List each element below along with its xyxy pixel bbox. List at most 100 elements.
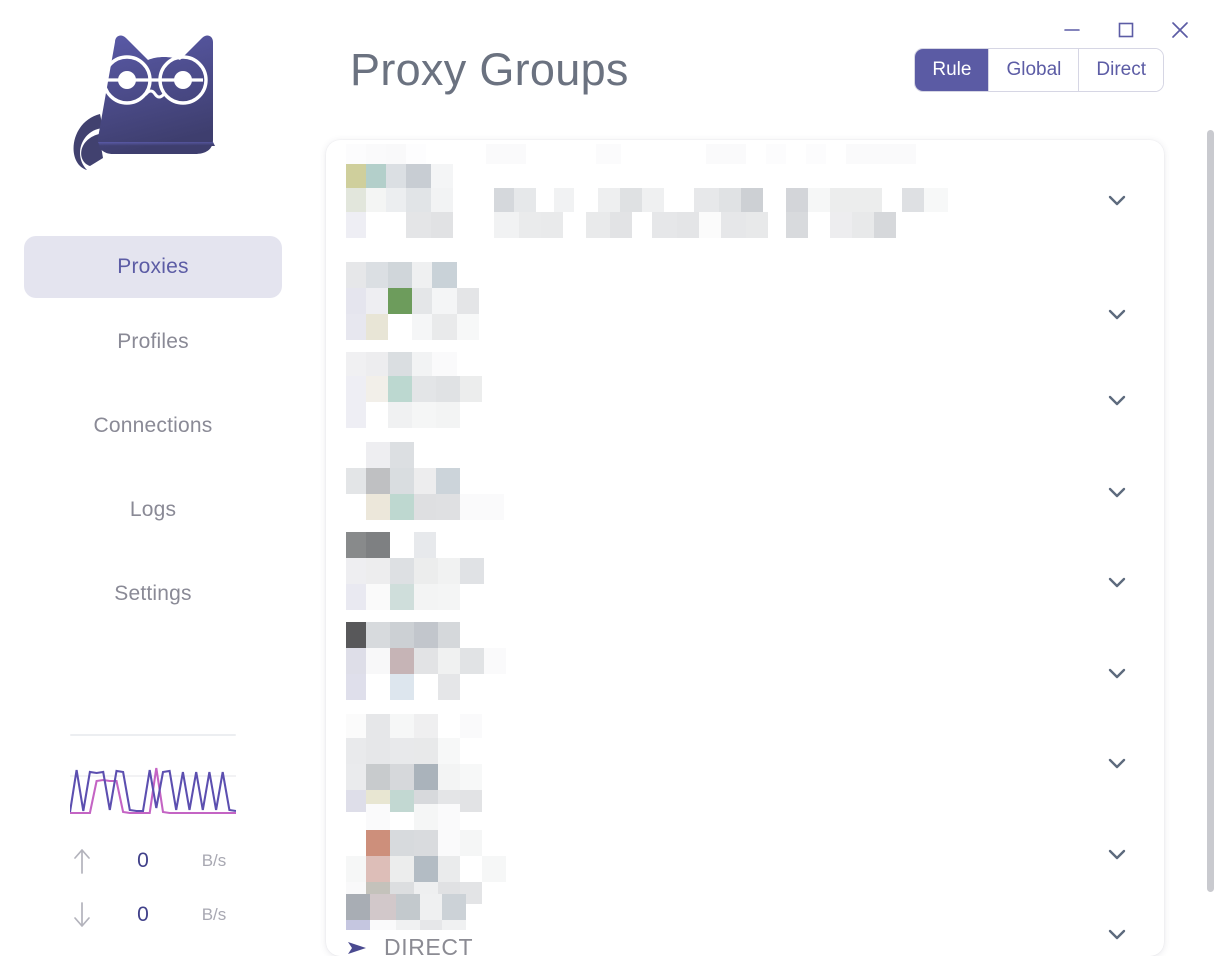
minimize-icon[interactable] [1052,10,1092,50]
redaction-block [390,738,414,764]
chevron-down-icon[interactable] [1092,894,1142,956]
redaction-block [436,402,460,428]
group-content [346,804,1084,904]
proxy-group-row-4[interactable] [326,442,1164,542]
redaction-block [414,714,438,738]
redaction-block [412,314,432,340]
redaction-block [694,188,719,212]
redaction-block [388,262,412,288]
redaction-block [438,558,460,584]
proxy-group-row-6[interactable] [326,622,1164,724]
redaction-block [460,790,482,812]
redaction-block [390,494,414,520]
redaction-block [457,314,479,340]
redaction-block [460,764,482,790]
redaction-block [414,804,438,830]
redaction-block [366,856,390,882]
redaction-block [414,584,438,610]
close-icon[interactable] [1160,10,1200,50]
redaction-block [390,442,414,468]
proxy-group-name-redacted [346,622,1084,724]
redaction-block [432,262,457,288]
maximize-icon[interactable] [1106,10,1146,50]
proxy-group-row-9[interactable]: DIRECT [326,894,1164,956]
redaction-block [846,144,916,164]
redaction-block [830,212,852,238]
proxy-group-row-1[interactable] [326,144,1164,256]
proxy-group-row-2[interactable] [326,262,1164,366]
redaction-block [460,376,482,402]
proxy-group-row-7[interactable] [326,714,1164,812]
sidebar-item-proxies[interactable]: Proxies [24,236,282,298]
redaction-block [414,764,438,790]
redaction-block [370,920,396,930]
redaction-block [346,212,366,238]
redaction-block [346,894,370,920]
redaction-block [390,648,414,674]
group-content: DIRECT [346,894,1084,956]
mode-button-direct[interactable]: Direct [1078,49,1163,91]
redaction-block [482,494,504,520]
redaction-block [519,212,541,238]
redaction-block [438,622,460,648]
redaction-block [366,352,388,376]
sidebar-nav: Proxies Profiles Connections Logs Settin… [24,236,282,616]
redaction-block [390,764,414,790]
upload-speed-unit: B/s [201,851,227,870]
proxy-group-row-3[interactable] [326,352,1164,448]
sidebar-item-logs[interactable]: Logs [24,488,282,532]
sidebar-item-label: Settings [114,582,192,605]
sidebar-item-profiles[interactable]: Profiles [24,320,282,364]
sidebar-item-connections[interactable]: Connections [24,404,282,448]
redaction-block [438,804,460,830]
chevron-down-icon[interactable] [1092,622,1142,724]
vertical-scrollbar[interactable] [1207,130,1214,892]
redaction-block [390,558,414,584]
redaction-block [386,164,406,188]
redaction-block [406,188,431,212]
chevron-down-icon[interactable] [1092,352,1142,448]
chevron-down-icon[interactable] [1092,804,1142,904]
mode-button-global[interactable]: Global [988,49,1079,91]
chevron-down-icon[interactable] [1092,144,1142,256]
redaction-block [830,188,882,212]
traffic-panel: 0 B/s 0 B/s [24,734,282,956]
redaction-block [431,164,453,188]
redaction-block [432,288,457,314]
redaction-block [596,144,621,164]
chevron-down-icon[interactable] [1092,442,1142,542]
redaction-block [438,648,460,674]
redaction-block [414,558,438,584]
redaction-block [388,402,412,428]
redaction-block [390,584,414,610]
proxy-group-row-5[interactable] [326,532,1164,632]
chevron-down-icon[interactable] [1092,262,1142,366]
redaction-block [432,314,457,340]
redaction-block [766,144,786,164]
redaction-block [436,494,460,520]
download-speed-unit: B/s [201,905,227,924]
sidebar-item-settings[interactable]: Settings [24,572,282,616]
proxy-node-direct[interactable]: DIRECT [346,934,473,956]
redaction-block [366,830,390,856]
proxy-group-row-8[interactable] [326,804,1164,904]
redaction-block [436,468,460,494]
mode-button-rule[interactable]: Rule [915,49,989,91]
proxy-groups-list: DIRECT [326,140,1164,956]
proxy-group-name-redacted [346,442,1084,542]
traffic-sparkline [70,767,236,815]
chevron-down-icon[interactable] [1092,714,1142,812]
redaction-block [406,164,431,188]
redaction-block [346,402,366,428]
redaction-block [438,764,460,790]
redaction-block [741,188,763,212]
redaction-block [541,212,563,238]
redaction-block [366,468,390,494]
redaction-block [486,144,526,164]
redaction-block [346,468,366,494]
download-speed-value: 0 [137,903,149,926]
chevron-down-icon[interactable] [1092,532,1142,632]
upload-speed-value: 0 [137,849,149,872]
arrow-up-icon [60,846,104,876]
redaction-block [721,212,746,238]
